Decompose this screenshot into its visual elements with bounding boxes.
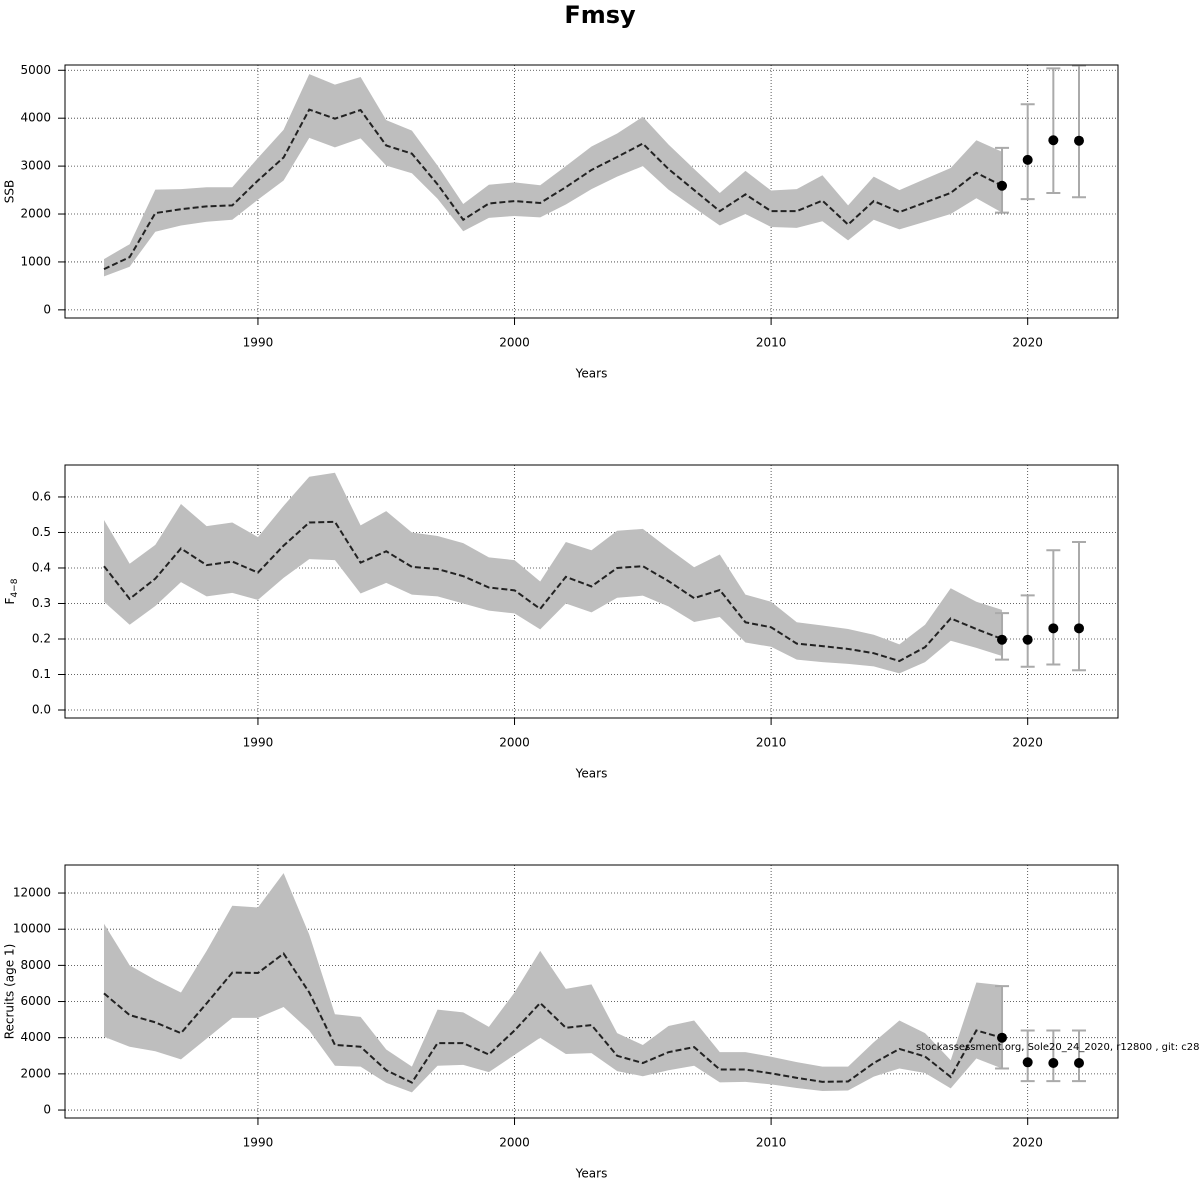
x-tick-label: 1990 [243, 1136, 274, 1150]
estimate-line [103, 108, 1003, 271]
error-bar [1046, 1029, 1061, 1083]
y-tick-label: 0.2 [32, 631, 51, 645]
x-axis-label: Years [575, 767, 608, 781]
plot-frame [64, 64, 1119, 319]
confidence-band [104, 472, 1003, 674]
error-bar [1020, 103, 1035, 201]
y-axis-label: SSB [3, 180, 17, 203]
y-tick-label: 10000 [13, 922, 51, 936]
x-tick-label: 2020 [1012, 336, 1043, 350]
error-bar [995, 985, 1010, 1070]
y-tick-label: 1000 [20, 254, 51, 268]
error-bar [1072, 541, 1086, 672]
x-tick-label: 2000 [499, 336, 530, 350]
forecast-point [997, 180, 1008, 191]
x-tick-label: 2000 [499, 1136, 530, 1150]
forecast-point [1048, 135, 1059, 146]
forecast-point [1022, 634, 1033, 645]
y-tick-label: 0 [43, 1103, 51, 1117]
y-tick-label: 2000 [20, 207, 51, 221]
y-tick-label: 2000 [20, 1066, 51, 1080]
forecast-point [1022, 154, 1033, 165]
forecast-point [1074, 135, 1084, 146]
confidence-band [104, 873, 1003, 1093]
x-tick-label: 1990 [243, 736, 274, 750]
error-bar [1072, 64, 1086, 199]
x-tick-label: 2020 [1012, 736, 1043, 750]
y-tick-label: 6000 [20, 994, 51, 1008]
annotation: stockassessment.org, Sole20_24_2020, r12… [916, 1042, 1200, 1053]
x-axis-label: Years [575, 367, 608, 381]
x-tick-label: 1990 [243, 336, 274, 350]
y-tick-label: 0.5 [32, 525, 51, 539]
y-tick-label: 0.1 [32, 667, 51, 681]
x-axis-label: Years [575, 1167, 608, 1181]
forecast-point [1074, 623, 1084, 634]
plot-frame [64, 464, 1119, 719]
y-axis-label: Recruits (age 1) [3, 944, 17, 1040]
x-tick-label: 2010 [756, 736, 787, 750]
y-tick-label: 4000 [20, 111, 51, 125]
forecast-point [1048, 623, 1059, 634]
y-tick-label: 8000 [20, 958, 51, 972]
error-bar [1072, 1029, 1086, 1083]
y-tick-label: 0.3 [32, 596, 51, 610]
plot-frame [64, 864, 1119, 1119]
y-axis-label-sub: 4−8 [10, 578, 20, 597]
error-bar [1020, 594, 1035, 668]
y-tick-label: 4000 [20, 1030, 51, 1044]
forecast-point [1048, 1058, 1059, 1069]
chart-title: Fmsy [564, 1, 636, 29]
y-axis-label-main: F [3, 597, 17, 604]
forecast-point [997, 1032, 1008, 1043]
error-bar [1020, 1029, 1035, 1083]
y-tick-label: 12000 [13, 886, 51, 900]
x-tick-label: 2010 [756, 1136, 787, 1150]
error-bar [995, 146, 1010, 214]
error-bar [1046, 549, 1061, 666]
forecast-point [1074, 1058, 1084, 1069]
y-tick-label: 3000 [20, 159, 51, 173]
y-tick-label: 0 [43, 302, 51, 316]
y-tick-label: 5000 [20, 63, 51, 77]
x-tick-label: 2020 [1012, 1136, 1043, 1150]
estimate-line [103, 520, 1003, 663]
forecast-point [997, 634, 1008, 645]
error-bar [1046, 67, 1061, 194]
y-axis-label: F4−8 [3, 578, 20, 604]
x-tick-label: 2000 [499, 736, 530, 750]
x-tick-label: 2010 [756, 336, 787, 350]
y-tick-label: 0.0 [32, 703, 51, 717]
confidence-band [104, 74, 1003, 277]
y-tick-label: 0.4 [32, 560, 51, 574]
y-tick-label: 0.6 [32, 489, 51, 503]
forecast-point [1022, 1057, 1033, 1068]
